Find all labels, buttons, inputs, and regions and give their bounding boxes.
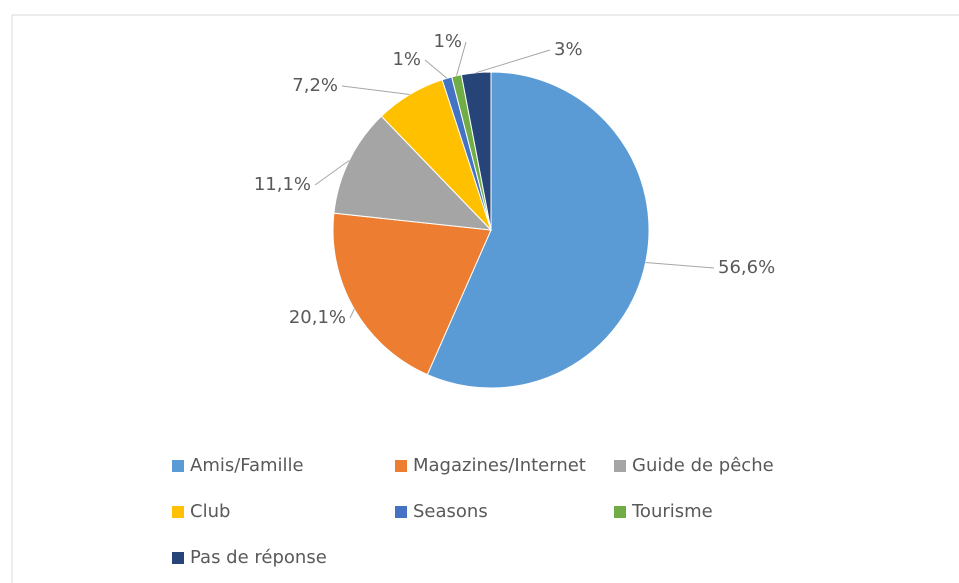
legend-label: Pas de réponse (190, 547, 327, 568)
leader-line (475, 49, 551, 74)
legend-swatch (395, 460, 407, 472)
data-label: 1% (433, 31, 462, 52)
data-label: 11,1% (254, 174, 311, 195)
legend-label: Guide de pêche (632, 455, 774, 476)
legend-label: Tourisme (631, 501, 713, 522)
legend-swatch (395, 506, 407, 518)
legend-label: Magazines/Internet (413, 455, 586, 476)
legend-swatch (172, 506, 184, 518)
data-label: 20,1% (289, 307, 346, 328)
data-label: 3% (554, 39, 583, 60)
data-label: 56,6% (718, 257, 775, 278)
legend-label: Seasons (413, 501, 488, 522)
legend-swatch (614, 506, 626, 518)
leader-line (341, 85, 410, 96)
leader-line (645, 262, 715, 269)
leader-line (314, 160, 350, 186)
data-label: 7,2% (292, 75, 338, 96)
data-label: 1% (392, 49, 421, 70)
legend-label: Club (190, 501, 230, 522)
legend-label: Amis/Famille (190, 455, 304, 476)
leader-line (456, 41, 467, 76)
pie-slice (333, 115, 493, 231)
legend-swatch (172, 460, 184, 472)
leader-line (424, 59, 448, 79)
leader-line (349, 308, 355, 319)
legend-swatch (614, 460, 626, 472)
legend-swatch (172, 552, 184, 564)
